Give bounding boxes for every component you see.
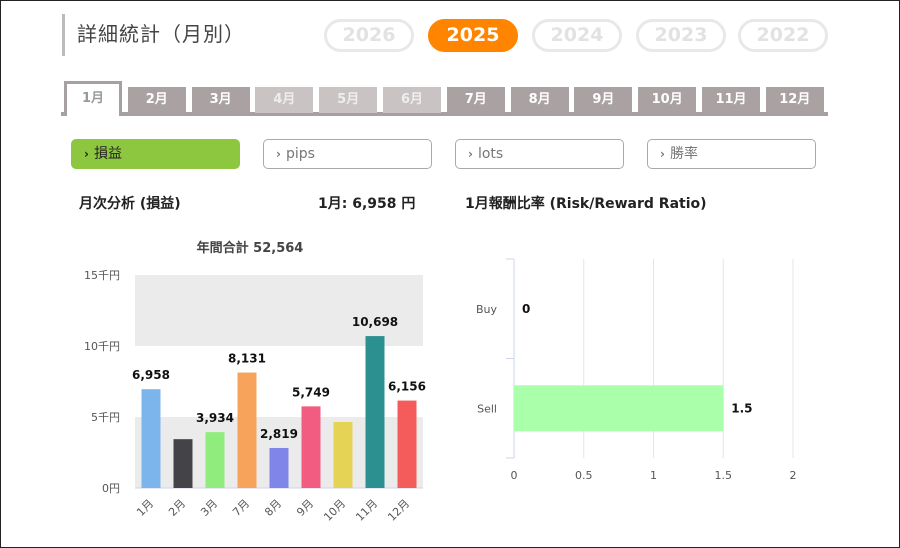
- page-title: 詳細統計（月別）: [62, 14, 245, 56]
- year-button-2024[interactable]: 2024: [532, 19, 622, 52]
- metric-button-lots[interactable]: › lots: [455, 139, 624, 169]
- month-tab-12[interactable]: 12月: [765, 87, 824, 113]
- bar-11月: [365, 336, 385, 488]
- bar-value-label: 6,156: [388, 380, 426, 394]
- bar-value-label: 6,958: [132, 368, 170, 382]
- metric-button-label: 損益: [93, 146, 122, 162]
- bar-2月: [173, 439, 193, 488]
- year-button-2023[interactable]: 2023: [636, 19, 726, 52]
- metric-button-label: pips: [285, 146, 315, 162]
- bar-7月: [237, 372, 257, 488]
- y-tick-label: 10千円: [84, 340, 120, 353]
- bar-12月: [397, 400, 417, 488]
- bar-value-label: 1.5: [731, 401, 752, 415]
- bar-3月: [205, 432, 225, 488]
- chevron-right-icon: ›: [84, 147, 89, 161]
- year-button-2025[interactable]: 2025: [428, 19, 518, 52]
- x-tick-label: 0: [511, 469, 518, 482]
- bar-value-label: 5,749: [292, 385, 330, 399]
- month-tab-11[interactable]: 11月: [702, 87, 760, 113]
- bar-value-label: 3,934: [196, 411, 234, 425]
- y-tick-label: 5千円: [91, 411, 120, 424]
- bar-1月: [141, 389, 161, 488]
- month-tab-5: 5月: [319, 87, 378, 113]
- risk-reward-heading: 1月報酬比率 (Risk/Reward Ratio): [465, 196, 707, 212]
- bar-value-label: 2,819: [260, 427, 298, 441]
- bar-value-label: 0: [522, 302, 530, 316]
- x-tick-label: 0.5: [575, 469, 593, 482]
- metric-button-label: lots: [477, 146, 504, 162]
- bar-Sell: [514, 385, 724, 432]
- y-tick-label: Buy: [476, 303, 498, 316]
- metric-button-profit[interactable]: › 損益: [71, 139, 240, 169]
- metric-button-pips[interactable]: › pips: [263, 139, 432, 169]
- chevron-right-icon: ›: [660, 147, 665, 161]
- chevron-right-icon: ›: [468, 147, 473, 161]
- monthly-analysis-heading: 月次分析 (損益): [79, 196, 181, 212]
- month-tab-3[interactable]: 3月: [191, 87, 250, 113]
- bar-9月: [301, 406, 321, 488]
- metric-button-winrate[interactable]: › 勝率: [647, 139, 816, 169]
- x-tick-label: 1: [650, 469, 657, 482]
- bar-8月: [269, 447, 289, 488]
- x-tick-label: 1.5: [715, 469, 733, 482]
- month-tab-6: 6月: [383, 87, 441, 113]
- year-button-2026[interactable]: 2026: [324, 19, 414, 52]
- plot-band: [135, 275, 423, 346]
- bar-value-label: 10,698: [352, 315, 398, 329]
- month-tab-2[interactable]: 2月: [127, 87, 186, 113]
- month-tab-1[interactable]: 1月: [64, 81, 122, 116]
- month-tab-underline: [61, 112, 828, 116]
- y-tick-label: 15千円: [84, 269, 120, 282]
- chevron-right-icon: ›: [276, 147, 281, 161]
- month-summary-value: 1月: 6,958 円: [318, 196, 416, 212]
- month-tab-8[interactable]: 8月: [510, 87, 569, 113]
- month-tab-7[interactable]: 7月: [446, 87, 505, 113]
- y-tick-label: 0円: [102, 482, 120, 495]
- x-tick-label: 2: [790, 469, 797, 482]
- year-button-2022[interactable]: 2022: [738, 19, 828, 52]
- month-tab-9[interactable]: 9月: [574, 87, 633, 113]
- y-tick-label: Sell: [477, 402, 497, 415]
- bar-10月: [333, 421, 353, 488]
- bar-value-label: 8,131: [228, 352, 266, 366]
- metric-button-label: 勝率: [669, 146, 698, 162]
- month-tab-10[interactable]: 10月: [638, 87, 697, 113]
- month-tab-4: 4月: [255, 87, 314, 113]
- chart-title: 年間合計 52,564: [197, 240, 304, 256]
